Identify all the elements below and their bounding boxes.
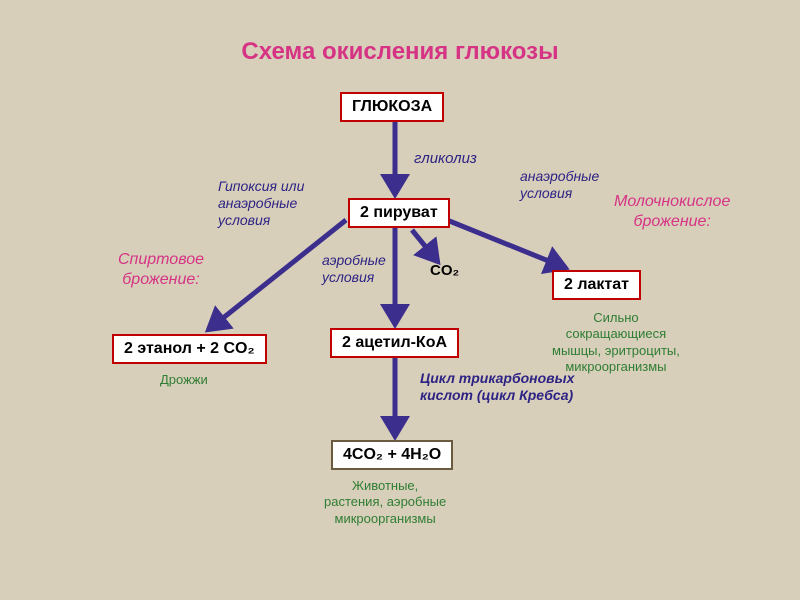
node-glucose: ГЛЮКОЗА (340, 92, 444, 122)
label-anaerobic-right: анаэробныеусловия (520, 168, 599, 202)
label-aerobic: аэробныеусловия (322, 252, 386, 286)
caption-yeast: Дрожжи (160, 372, 208, 388)
caption-lactic: Молочнокислоеброжение: (614, 192, 730, 232)
node-pyruvate: 2 пируват (348, 198, 450, 228)
node-co2: CO₂ (430, 262, 459, 279)
label-hypoxia: Гипоксия илианаэробныеусловия (218, 178, 304, 228)
diagram-canvas: Схема окисления глюкозы ГЛЮКОЗА 2 пирува… (0, 0, 800, 600)
caption-muscles: Сильносокращающиесямышцы, эритроциты,мик… (552, 310, 680, 375)
node-lactate: 2 лактат (552, 270, 641, 300)
caption-animals: Животные,растения, аэробныемикроорганизм… (324, 478, 446, 527)
caption-alcohol: Спиртовоеброжение: (118, 250, 204, 290)
node-acetyl: 2 ацетил-КоА (330, 328, 459, 358)
label-krebs: Цикл трикарбоновыхкислот (цикл Кребса) (420, 370, 574, 404)
node-ethanol: 2 этанол + 2 CO₂ (112, 334, 267, 364)
diagram-title: Схема окисления глюкозы (0, 38, 800, 66)
node-co2h2o: 4CO₂ + 4H₂O (331, 440, 453, 470)
label-glycolysis: гликолиз (414, 150, 477, 168)
